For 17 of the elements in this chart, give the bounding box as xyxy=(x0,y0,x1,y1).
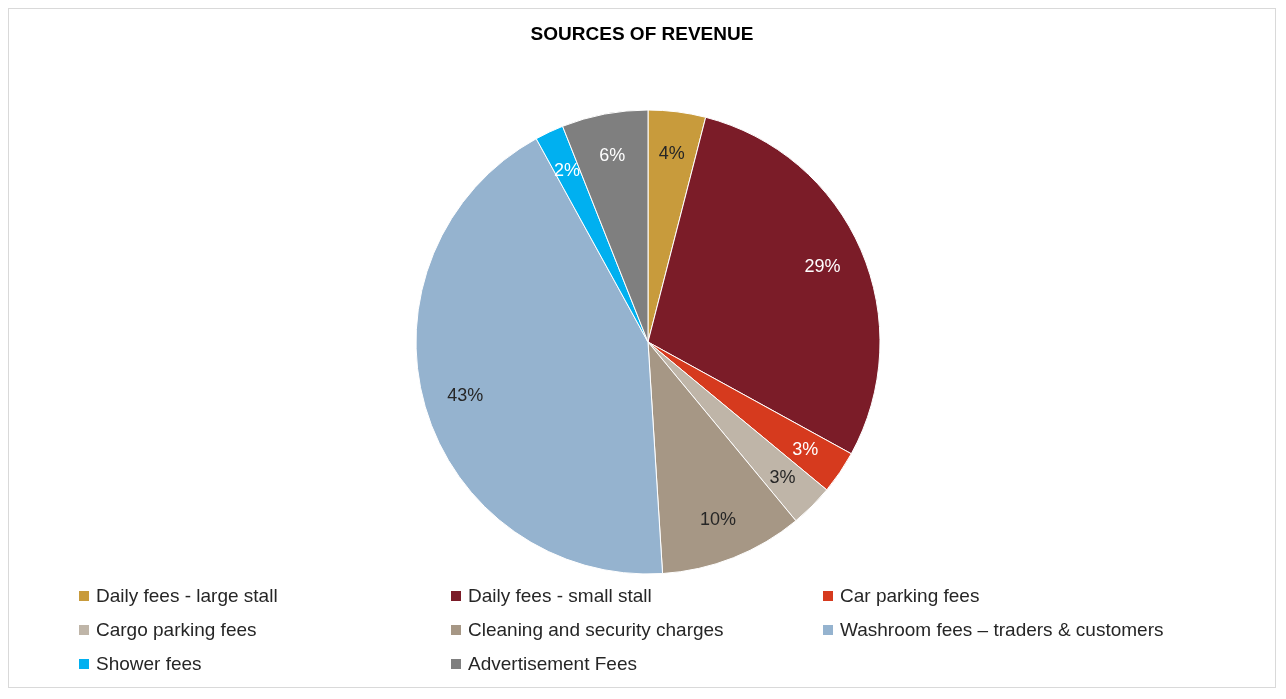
data-label: 10% xyxy=(700,508,737,529)
legend-label: Washroom fees – traders & customers xyxy=(840,619,1164,641)
data-label: 2% xyxy=(553,159,581,180)
legend-label: Cleaning and security charges xyxy=(468,619,724,641)
legend-label: Car parking fees xyxy=(840,585,980,607)
data-label: 6% xyxy=(599,145,626,166)
legend-label: Daily fees - small stall xyxy=(468,585,652,607)
legend-label: Advertisement Fees xyxy=(468,653,637,675)
legend-label: Cargo parking fees xyxy=(96,619,257,641)
legend-label: Daily fees - large stall xyxy=(96,585,278,607)
data-label: 3% xyxy=(792,438,819,459)
data-label: 3% xyxy=(769,466,796,487)
data-label: 4% xyxy=(658,143,685,164)
legend-label: Shower fees xyxy=(96,653,202,675)
data-label: 29% xyxy=(804,256,841,277)
chart-title: SOURCES OF REVENUE xyxy=(529,22,755,45)
data-label: 43% xyxy=(447,385,484,406)
